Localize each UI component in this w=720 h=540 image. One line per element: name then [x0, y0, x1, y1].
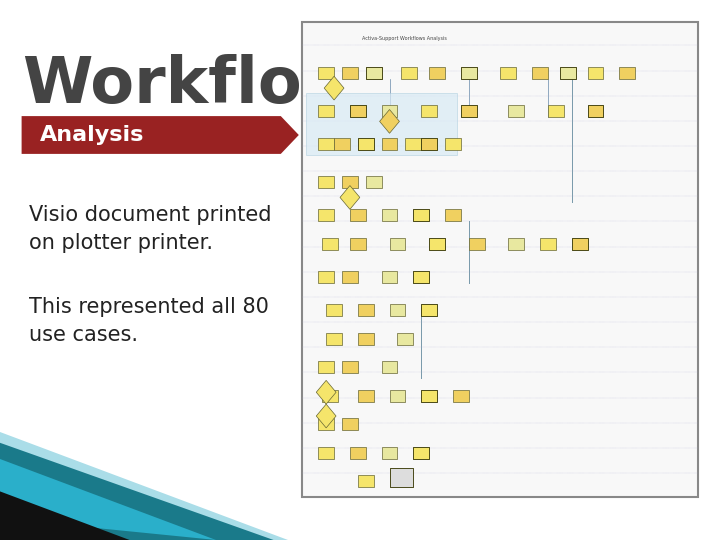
- Text: Activa-Support Workflows Analysis: Activa-Support Workflows Analysis: [361, 36, 446, 40]
- FancyBboxPatch shape: [307, 93, 457, 154]
- FancyBboxPatch shape: [429, 67, 445, 79]
- FancyBboxPatch shape: [445, 210, 461, 221]
- FancyBboxPatch shape: [326, 305, 342, 316]
- FancyBboxPatch shape: [548, 105, 564, 117]
- FancyBboxPatch shape: [318, 105, 334, 117]
- FancyBboxPatch shape: [390, 468, 413, 487]
- Polygon shape: [0, 443, 274, 540]
- FancyBboxPatch shape: [318, 361, 334, 373]
- FancyBboxPatch shape: [318, 138, 334, 150]
- FancyBboxPatch shape: [326, 333, 342, 345]
- Text: Workflows: Workflows: [22, 54, 398, 116]
- FancyBboxPatch shape: [421, 305, 437, 316]
- FancyBboxPatch shape: [382, 361, 397, 373]
- FancyBboxPatch shape: [405, 138, 421, 150]
- FancyBboxPatch shape: [382, 138, 397, 150]
- FancyBboxPatch shape: [350, 210, 366, 221]
- FancyBboxPatch shape: [366, 67, 382, 79]
- FancyBboxPatch shape: [318, 447, 334, 459]
- FancyBboxPatch shape: [619, 67, 635, 79]
- FancyBboxPatch shape: [358, 475, 374, 487]
- FancyBboxPatch shape: [413, 271, 429, 283]
- FancyBboxPatch shape: [350, 238, 366, 249]
- FancyBboxPatch shape: [334, 138, 350, 150]
- Polygon shape: [340, 186, 360, 210]
- Polygon shape: [316, 380, 336, 404]
- FancyBboxPatch shape: [358, 333, 374, 345]
- FancyBboxPatch shape: [342, 67, 358, 79]
- FancyBboxPatch shape: [421, 390, 437, 402]
- FancyBboxPatch shape: [445, 138, 461, 150]
- FancyBboxPatch shape: [358, 138, 374, 150]
- Polygon shape: [0, 459, 216, 540]
- FancyBboxPatch shape: [342, 418, 358, 430]
- FancyBboxPatch shape: [390, 390, 405, 402]
- FancyBboxPatch shape: [572, 238, 588, 249]
- FancyBboxPatch shape: [318, 271, 334, 283]
- FancyBboxPatch shape: [397, 333, 413, 345]
- FancyBboxPatch shape: [508, 238, 524, 249]
- FancyBboxPatch shape: [342, 361, 358, 373]
- FancyBboxPatch shape: [382, 210, 397, 221]
- Text: This represented all 80
use cases.: This represented all 80 use cases.: [29, 297, 269, 345]
- FancyBboxPatch shape: [588, 67, 603, 79]
- FancyBboxPatch shape: [390, 238, 405, 249]
- FancyBboxPatch shape: [342, 176, 358, 188]
- FancyBboxPatch shape: [500, 67, 516, 79]
- FancyBboxPatch shape: [350, 447, 366, 459]
- FancyBboxPatch shape: [358, 305, 374, 316]
- FancyBboxPatch shape: [508, 105, 524, 117]
- FancyBboxPatch shape: [532, 67, 548, 79]
- FancyBboxPatch shape: [318, 176, 334, 188]
- FancyBboxPatch shape: [588, 105, 603, 117]
- FancyBboxPatch shape: [413, 447, 429, 459]
- Polygon shape: [324, 76, 344, 100]
- FancyBboxPatch shape: [429, 238, 445, 249]
- FancyBboxPatch shape: [402, 67, 418, 79]
- FancyBboxPatch shape: [390, 305, 405, 316]
- FancyBboxPatch shape: [469, 238, 485, 249]
- FancyBboxPatch shape: [350, 105, 366, 117]
- FancyBboxPatch shape: [382, 447, 397, 459]
- FancyBboxPatch shape: [421, 138, 437, 150]
- Polygon shape: [0, 491, 130, 540]
- FancyBboxPatch shape: [318, 67, 334, 79]
- FancyBboxPatch shape: [413, 210, 429, 221]
- Polygon shape: [379, 110, 400, 133]
- FancyBboxPatch shape: [323, 238, 338, 249]
- FancyBboxPatch shape: [302, 22, 698, 497]
- FancyBboxPatch shape: [540, 238, 556, 249]
- FancyBboxPatch shape: [318, 418, 334, 430]
- Polygon shape: [22, 116, 299, 154]
- FancyBboxPatch shape: [461, 67, 477, 79]
- FancyBboxPatch shape: [342, 271, 358, 283]
- Polygon shape: [316, 404, 336, 428]
- FancyBboxPatch shape: [560, 67, 576, 79]
- FancyBboxPatch shape: [461, 105, 477, 117]
- FancyBboxPatch shape: [366, 176, 382, 188]
- FancyBboxPatch shape: [453, 390, 469, 402]
- FancyBboxPatch shape: [323, 390, 338, 402]
- FancyBboxPatch shape: [382, 271, 397, 283]
- Text: Visio document printed
on plotter printer.: Visio document printed on plotter printe…: [29, 205, 271, 253]
- Polygon shape: [0, 432, 288, 540]
- FancyBboxPatch shape: [358, 390, 374, 402]
- Text: Analysis: Analysis: [40, 125, 144, 145]
- FancyBboxPatch shape: [318, 210, 334, 221]
- FancyBboxPatch shape: [382, 105, 397, 117]
- FancyBboxPatch shape: [421, 105, 437, 117]
